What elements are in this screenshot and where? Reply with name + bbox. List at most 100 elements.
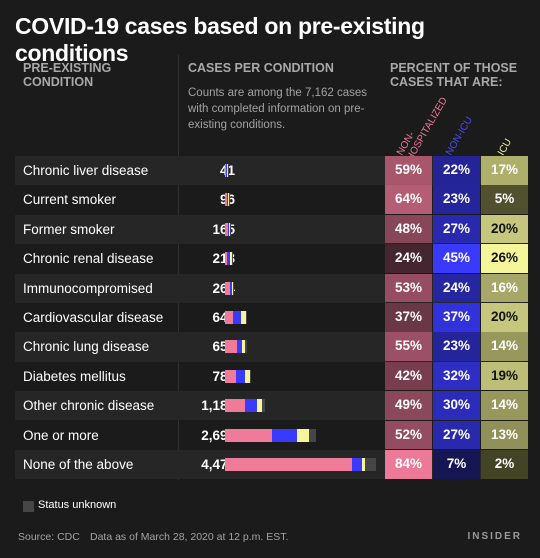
condition-name: Cardiovascular disease	[23, 310, 164, 325]
bar-segment-nonicu	[351, 458, 363, 471]
table-row: Cardiovascular disease 647 37% 37% 20%	[15, 303, 528, 332]
percent-cell-icu: 14%	[481, 332, 528, 361]
bar-segment-nonicu	[226, 252, 230, 266]
percent-cell-icu: 14%	[481, 391, 528, 420]
table-row: Chronic liver disease4159%22%17%	[15, 156, 528, 186]
percent-cell-nonhosp: 48%	[385, 214, 432, 244]
status-unknown-swatch	[23, 501, 34, 512]
bar-segment-nonicu	[227, 222, 230, 236]
percent-cell-icu: 5%	[481, 185, 528, 214]
bar-segment-icu	[242, 340, 246, 354]
bar-segment-unknown	[365, 458, 376, 471]
percent-cell-nonicu: 23%	[433, 332, 480, 361]
condition-name: Chronic renal disease	[23, 251, 154, 267]
bar-segment-nonicu	[226, 164, 228, 177]
percent-cell-nonicu: 37%	[433, 303, 480, 332]
percent-cell-nonicu: 22%	[433, 156, 480, 185]
percent-cell-nonicu: 30%	[433, 391, 480, 420]
percent-cell-icu: 16%	[481, 273, 528, 303]
table-row: None of the above 4,470 84% 7% 2%	[15, 450, 528, 480]
bar-segment-icu	[241, 311, 246, 324]
bar-segment-nonhosp	[225, 399, 245, 413]
bar-segment-unknown	[233, 281, 235, 295]
condition-header-line2: CONDITION	[23, 75, 94, 89]
table-row: Diabetes mellitus 784 42% 32% 19%	[15, 361, 528, 391]
condition-name: Former smoker	[23, 221, 115, 237]
bar-segment-nonhosp	[225, 193, 228, 207]
bar-segment-nonhosp	[225, 222, 228, 236]
bar-segment-nonicu	[227, 193, 228, 207]
bar-segment-nonicu	[229, 281, 232, 295]
condition-name: Current smoker	[23, 192, 117, 208]
condition-name: None of the above	[23, 457, 134, 472]
percent-cell-nonhosp: 59%	[385, 156, 432, 185]
bar-segment-nonhosp	[225, 281, 230, 295]
bar-segment-unknown	[249, 369, 252, 383]
condition-name: Chronic liver disease	[23, 163, 149, 178]
percent-cell-nonhosp: 52%	[385, 420, 432, 450]
status-unknown-label: Status unknown	[38, 499, 117, 511]
percent-header: PERCENT OF THOSE CASES THAT ARE:	[390, 61, 517, 89]
percent-cell-nonicu: 27%	[433, 214, 480, 244]
bar-segment-nonhosp	[225, 369, 237, 383]
percent-cell-nonicu: 24%	[433, 273, 480, 303]
bar-segment-icu	[256, 399, 263, 413]
condition-header-line1: PRE-EXISTING	[23, 61, 112, 75]
column-divider	[178, 55, 179, 480]
bar-segment-unknown	[245, 340, 248, 354]
cases-header: CASES PER CONDITION	[188, 61, 334, 75]
bar-segment-icu	[229, 252, 232, 266]
percent-cell-nonhosp: 64%	[385, 185, 432, 214]
bar-segment-nonicu	[244, 399, 257, 413]
bar-segment-unknown	[231, 252, 233, 266]
condition-name: Chronic lung disease	[23, 339, 150, 355]
percent-cell-nonhosp: 24%	[385, 244, 432, 273]
percent-cell-icu: 26%	[481, 244, 528, 273]
table-row: Former smoker 165 48% 27% 20%	[15, 214, 528, 245]
bar-segment-nonhosp	[225, 340, 238, 354]
cases-note: Counts are among the 7,162 cases with co…	[188, 87, 368, 131]
condition-name: Immunocompromised	[23, 280, 153, 296]
bar-segment-unknown	[308, 428, 316, 442]
percent-cell-nonhosp: 49%	[385, 391, 432, 420]
condition-name: Diabetes mellitus	[23, 368, 126, 384]
bar-segment-unknown	[245, 311, 247, 324]
table-row: Other chronic disease 1,182 49% 30% 14%	[15, 391, 528, 421]
bar-segment-nonicu	[233, 311, 242, 324]
bar-segment-icu	[227, 164, 229, 177]
condition-header: PRE-EXISTING CONDITION	[23, 61, 111, 89]
condition-name: One or more	[23, 427, 99, 443]
chart-title: COVID-19 cases based on pre-existing con…	[15, 13, 425, 66]
source-text: Source: CDC	[18, 531, 80, 543]
date-text: Data as of March 28, 2020 at 12 p.m. EST…	[90, 531, 289, 543]
percent-header-line1: PERCENT OF THOSE	[390, 61, 518, 75]
bar-segment-nonhosp	[225, 311, 234, 324]
table-row: Immunocompromised 264 53% 24% 16%	[15, 273, 528, 303]
percent-cell-icu: 13%	[481, 420, 528, 450]
bar-segment-nonicu	[236, 369, 245, 383]
bar-segment-nonhosp	[225, 428, 273, 442]
percent-header-line2: CASES THAT ARE:	[390, 75, 503, 89]
bar-segment-icu	[227, 193, 229, 207]
table-row: Current smoker9664%23%5%	[15, 185, 528, 214]
percent-cell-nonhosp: 42%	[385, 361, 432, 391]
percent-cell-nonicu: 45%	[433, 244, 480, 273]
percent-cell-nonicu: 23%	[433, 185, 480, 214]
table-row: Chronic renal disease 213 24% 45% 26%	[15, 244, 528, 273]
bar-segment-unknown	[262, 399, 265, 413]
percent-cell-nonicu: 7%	[433, 450, 480, 479]
percent-cell-nonhosp: 53%	[385, 273, 432, 303]
percent-cell-nonhosp: 84%	[385, 450, 432, 479]
percent-cell-icu: 20%	[481, 303, 528, 332]
percent-cell-icu: 2%	[481, 450, 528, 479]
bar-segment-nonhosp	[225, 252, 227, 266]
percent-cell-icu: 17%	[481, 156, 528, 185]
bar-segment-nonicu	[272, 428, 297, 442]
bar-segment-nonicu	[237, 340, 243, 354]
table-row: One or more 2,692 52% 27% 13%	[15, 420, 528, 450]
bar-segment-unknown	[230, 222, 232, 236]
table-row: Chronic lung disease 656 55% 23% 14%	[15, 332, 528, 362]
brand-logo: INSIDER	[467, 531, 522, 542]
condition-name: Other chronic disease	[23, 398, 155, 414]
